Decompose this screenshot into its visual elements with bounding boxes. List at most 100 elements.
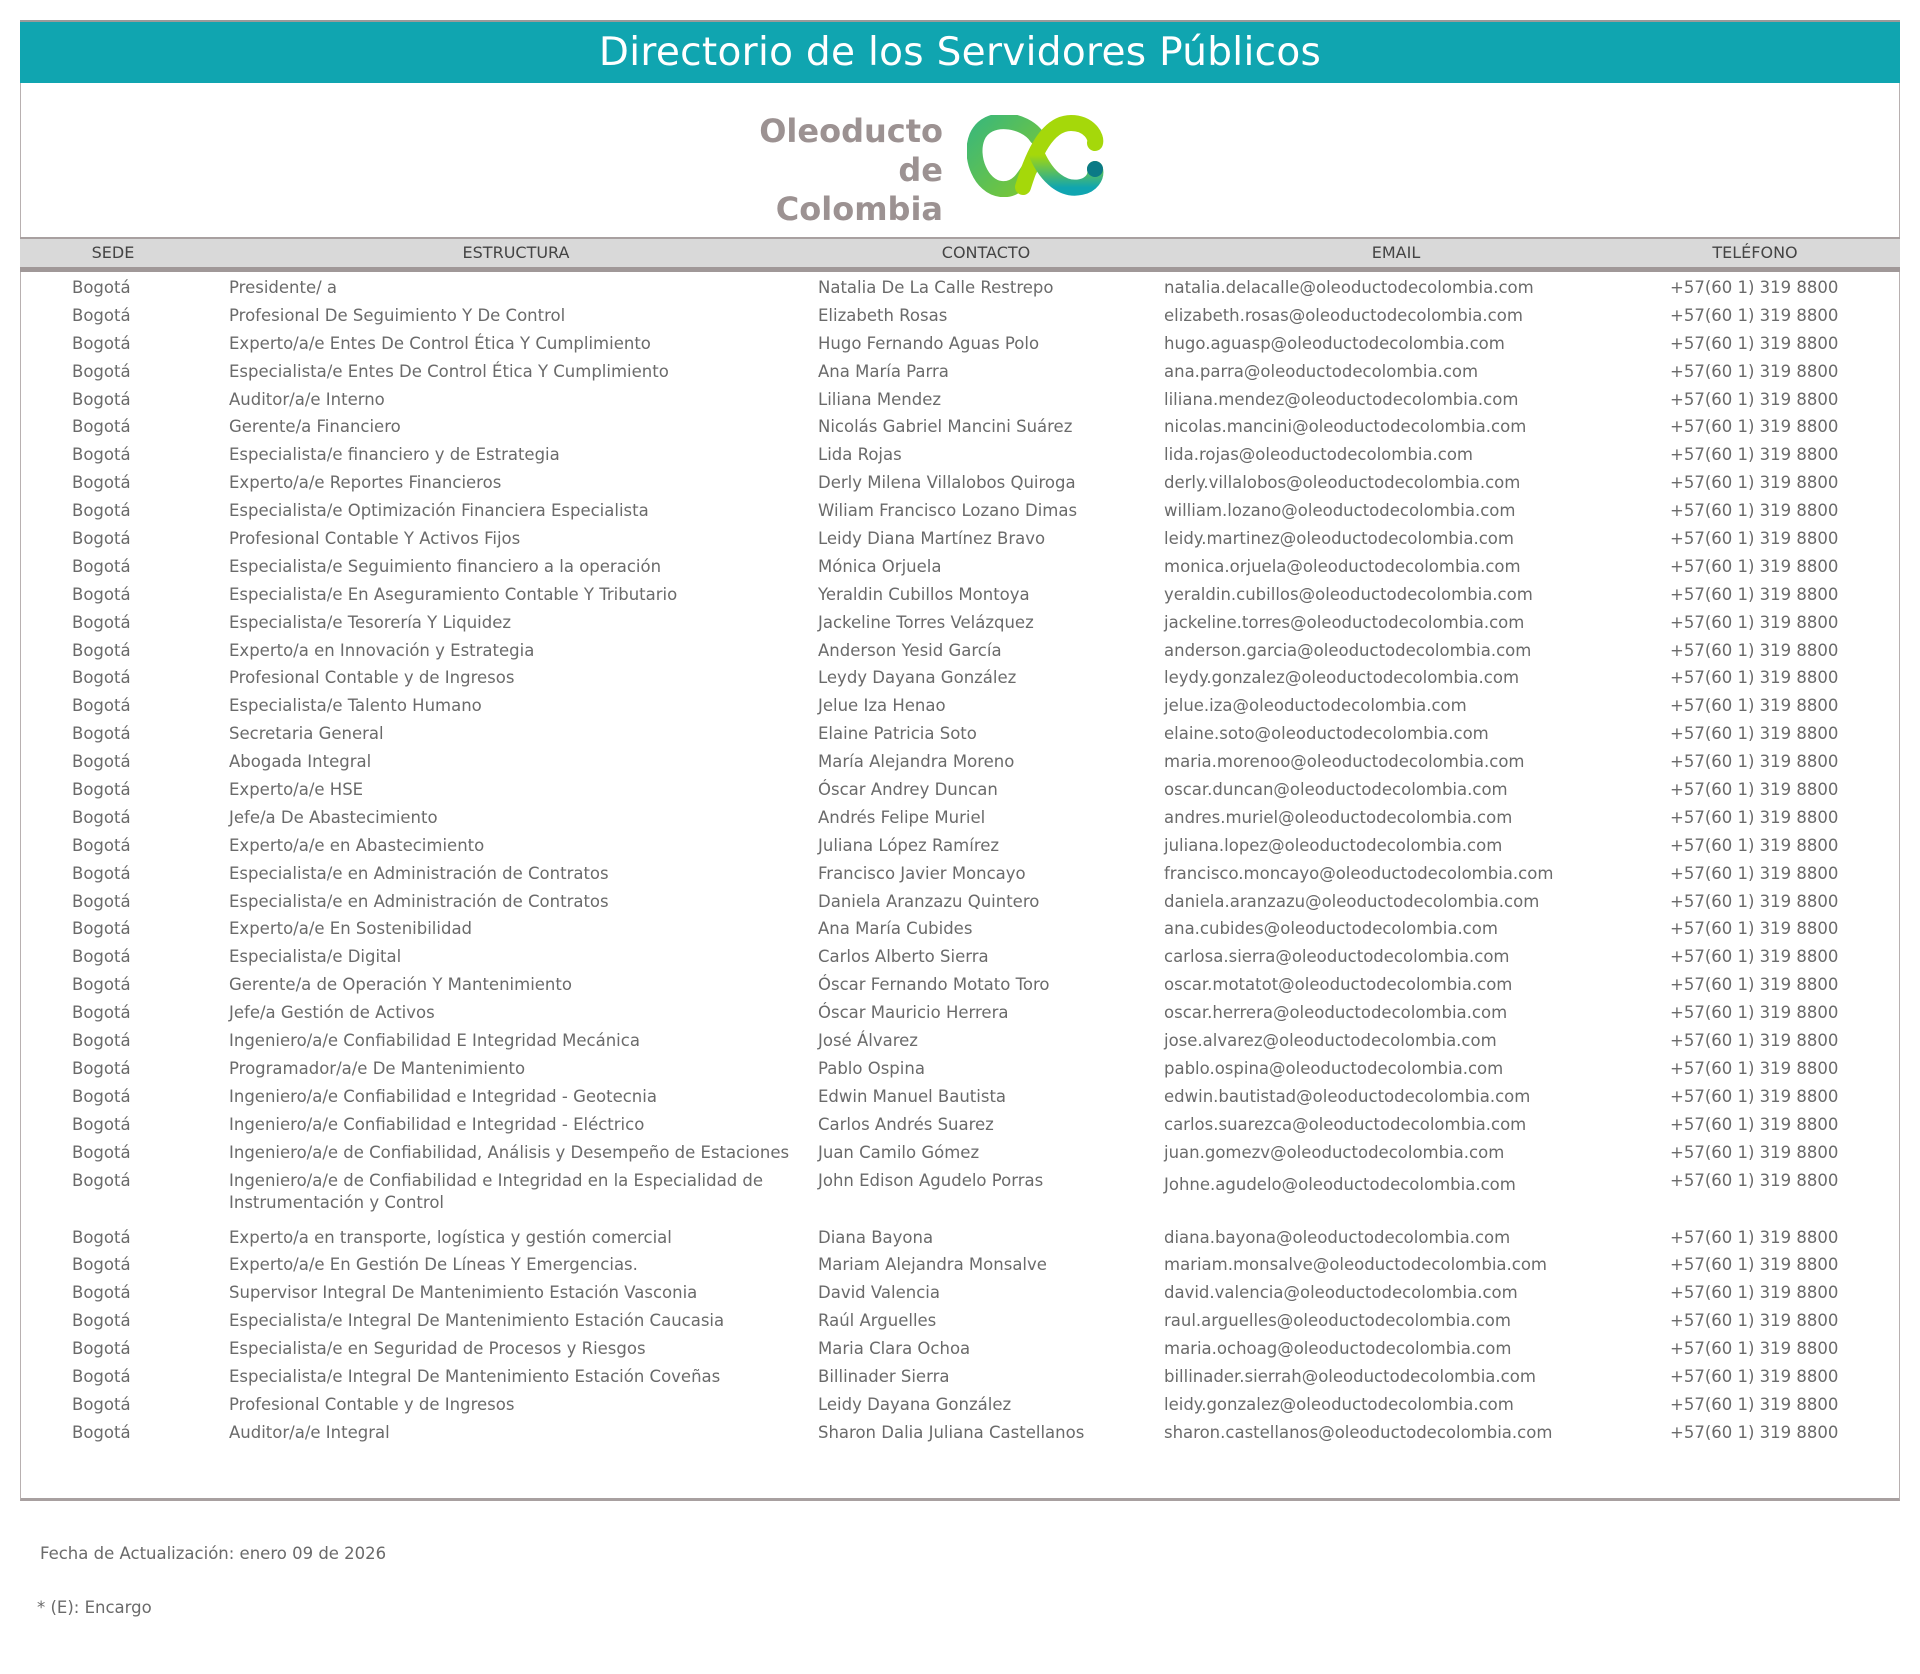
email-link[interactable]: elaine.soto@oleoductodecolombia.com: [1164, 724, 1489, 744]
email-link[interactable]: oscar.duncan@oleoductodecolombia.com: [1164, 780, 1508, 800]
estructura-cell: Presidente/ a: [229, 278, 338, 297]
email-link[interactable]: monica.orjuela@oleoductodecolombia.com: [1164, 556, 1521, 576]
sede-cell: Bogotá: [72, 333, 131, 353]
table-row: Bogotá Especialista/e Seguimiento financi…: [0, 553, 1920, 581]
email-link[interactable]: edwin.bautistad@oleoductodecolombia.com: [1164, 1086, 1531, 1106]
sede-cell: Bogotá: [72, 1058, 131, 1078]
sede-cell: Bogotá: [72, 919, 131, 939]
sede-cell: Bogotá: [72, 584, 131, 604]
table-row: Bogotá Ingeniero/a/e Confiabilidad e Inte…: [0, 1083, 1920, 1111]
email-link[interactable]: mariam.monsalve@oleoductodecolombia.com: [1164, 1255, 1548, 1275]
email-link[interactable]: jelue.iza@oleoductodecolombia.com: [1164, 696, 1467, 716]
email-link[interactable]: billinader.sierrah@oleoductodecolombia.c…: [1164, 1366, 1536, 1386]
estructura-cell: Profesional De Seguimiento Y De Control: [229, 305, 566, 325]
email-link[interactable]: anderson.garcia@oleoductodecolombia.com: [1164, 640, 1532, 660]
email-link[interactable]: pablo.ospina@oleoductodecolombia.com: [1164, 1058, 1504, 1078]
email-link[interactable]: ana.cubides@oleoductodecolombia.com: [1164, 919, 1498, 939]
phone-cell: +57(60 1) 319 8800: [1670, 640, 1839, 660]
sede-cell: Bogotá: [72, 529, 131, 549]
phone-cell: +57(60 1) 319 8800: [1670, 724, 1839, 744]
contact-name-cell: Óscar Fernando Motato Toro: [818, 975, 1050, 995]
estructura-cell: Especialista/e financiero y de Estrategi…: [229, 445, 560, 465]
email-link[interactable]: natalia.delacalle@oleoductodecolombia.co…: [1164, 278, 1534, 297]
table-row: Bogotá Experto/a/e Reportes Financieros De…: [0, 469, 1920, 497]
logo-symbol-icon: [967, 115, 1104, 197]
email-link[interactable]: maria.ochoag@oleoductodecolombia.com: [1164, 1339, 1512, 1359]
table-row: Bogotá Ingeniero/a/e de Confiabilidad e I…: [0, 1167, 1920, 1224]
email-link[interactable]: elizabeth.rosas@oleoductodecolombia.com: [1164, 305, 1523, 325]
estructura-cell: Ingeniero/a/e Confiabilidad e Integridad…: [229, 1086, 657, 1106]
email-link[interactable]: oscar.herrera@oleoductodecolombia.com: [1164, 1003, 1508, 1023]
table-row: Bogotá Especialista/e en Seguridad de Pro…: [0, 1335, 1920, 1363]
table-header: SEDE ESTRUCTURA CONTACTO EMAIL TELÉFONO: [20, 237, 1900, 272]
sede-cell: Bogotá: [72, 1422, 131, 1442]
phone-cell: +57(60 1) 319 8800: [1670, 835, 1839, 855]
email-link[interactable]: juan.gomezv@oleoductodecolombia.com: [1164, 1142, 1505, 1162]
sede-cell: Bogotá: [72, 975, 131, 995]
sede-cell: Bogotá: [72, 1255, 131, 1275]
contact-name-cell: Mariam Alejandra Monsalve: [818, 1255, 1047, 1275]
estructura-cell: Especialista/e Integral De Mantenimiento…: [229, 1311, 725, 1331]
email-link[interactable]: jose.alvarez@oleoductodecolombia.com: [1164, 1031, 1497, 1051]
phone-cell: +57(60 1) 319 8800: [1670, 696, 1839, 716]
sede-cell: Bogotá: [72, 389, 131, 409]
email-link[interactable]: carlosa.sierra@oleoductodecolombia.com: [1164, 947, 1510, 967]
phone-cell: +57(60 1) 319 8800: [1670, 556, 1839, 576]
sede-cell: Bogotá: [72, 612, 131, 632]
sede-cell: Bogotá: [72, 780, 131, 800]
header-estructura: ESTRUCTURA: [462, 243, 570, 262]
email-link[interactable]: Johne.agudelo@oleoductodecolombia.com: [1164, 1174, 1516, 1194]
company-logo: Oleoducto de Colombia: [735, 112, 1135, 228]
sede-cell: Bogotá: [72, 1366, 131, 1386]
contact-name-cell: Billinader Sierra: [818, 1366, 950, 1386]
email-link[interactable]: diana.bayona@oleoductodecolombia.com: [1164, 1227, 1511, 1247]
email-link[interactable]: maria.morenoo@oleoductodecolombia.com: [1164, 752, 1525, 772]
email-link[interactable]: ana.parra@oleoductodecolombia.com: [1164, 361, 1479, 381]
email-link[interactable]: andres.muriel@oleoductodecolombia.com: [1164, 807, 1513, 827]
email-link[interactable]: nicolas.mancini@oleoductodecolombia.com: [1164, 417, 1527, 437]
email-link[interactable]: derly.villalobos@oleoductodecolombia.com: [1164, 473, 1521, 493]
table-row: Bogotá Gerente/a de Operación Y Mantenimi…: [0, 971, 1920, 999]
contact-name-cell: Lida Rojas: [818, 445, 902, 465]
email-link[interactable]: daniela.aranzazu@oleoductodecolombia.com: [1164, 891, 1540, 911]
table-row: Bogotá Especialista/e Entes De Control Ét…: [0, 358, 1920, 386]
email-link[interactable]: yeraldin.cubillos@oleoductodecolombia.co…: [1164, 584, 1533, 604]
email-link[interactable]: leidy.gonzalez@oleoductodecolombia.com: [1164, 1394, 1514, 1414]
email-link[interactable]: william.lozano@oleoductodecolombia.com: [1164, 501, 1516, 521]
phone-cell: +57(60 1) 319 8800: [1670, 1031, 1839, 1051]
contact-name-cell: María Alejandra Moreno: [818, 752, 1015, 772]
email-link[interactable]: lida.rojas@oleoductodecolombia.com: [1164, 445, 1473, 465]
estructura-cell: Especialista/e Seguimiento financiero a …: [229, 556, 662, 576]
email-link[interactable]: liliana.mendez@oleoductodecolombia.com: [1164, 389, 1519, 409]
table-row: Bogotá Jefe/a De Abastecimiento Andrés Fel…: [0, 804, 1920, 832]
phone-cell: +57(60 1) 319 8800: [1670, 1339, 1839, 1359]
email-link[interactable]: leydy.gonzalez@oleoductodecolombia.com: [1164, 668, 1520, 688]
email-link[interactable]: francisco.moncayo@oleoductodecolombia.co…: [1164, 863, 1554, 883]
phone-cell: +57(60 1) 319 8800: [1670, 1283, 1839, 1303]
table-row: Bogotá Auditor/a/e Integral Sharon Dalia J…: [0, 1419, 1920, 1447]
phone-cell: +57(60 1) 319 8800: [1670, 445, 1839, 465]
email-link[interactable]: carlos.suarezca@oleoductodecolombia.com: [1164, 1114, 1527, 1134]
table-row: Bogotá Especialista/e en Administración d…: [0, 860, 1920, 888]
email-link[interactable]: leidy.martinez@oleoductodecolombia.com: [1164, 529, 1514, 549]
directory-frame: [20, 20, 1900, 1501]
sede-cell: Bogotá: [72, 501, 131, 521]
email-link[interactable]: juliana.lopez@oleoductodecolombia.com: [1164, 835, 1503, 855]
email-link[interactable]: oscar.motatot@oleoductodecolombia.com: [1164, 975, 1513, 995]
email-link[interactable]: david.valencia@oleoductodecolombia.com: [1164, 1283, 1518, 1303]
directory-table-body: Bogotá Presidente/ a Natalia De La Calle R…: [0, 274, 1920, 1447]
email-link[interactable]: raul.arguelles@oleoductodecolombia.com: [1164, 1311, 1511, 1331]
email-link[interactable]: jackeline.torres@oleoductodecolombia.com: [1164, 612, 1525, 632]
phone-cell: +57(60 1) 319 8800: [1670, 919, 1839, 939]
email-link[interactable]: sharon.castellanos@oleoductodecolombia.c…: [1164, 1422, 1553, 1442]
sede-cell: Bogotá: [72, 807, 131, 827]
email-link[interactable]: hugo.aguasp@oleoductodecolombia.com: [1164, 333, 1505, 353]
table-row: Bogotá Experto/a/e HSE Óscar Andrey Duncan…: [0, 776, 1920, 804]
sede-cell: Bogotá: [72, 1311, 131, 1331]
table-row: Bogotá Secretaria General Elaine Patricia …: [0, 720, 1920, 748]
contact-name-cell: Edwin Manuel Bautista: [818, 1086, 1007, 1106]
contact-name-cell: Jelue Iza Henao: [818, 696, 946, 716]
table-row: Bogotá Profesional Contable y de Ingresos…: [0, 664, 1920, 692]
contact-name-cell: Óscar Mauricio Herrera: [818, 1003, 1009, 1023]
table-row: Bogotá Experto/a en Innovación y Estrateg…: [0, 637, 1920, 665]
